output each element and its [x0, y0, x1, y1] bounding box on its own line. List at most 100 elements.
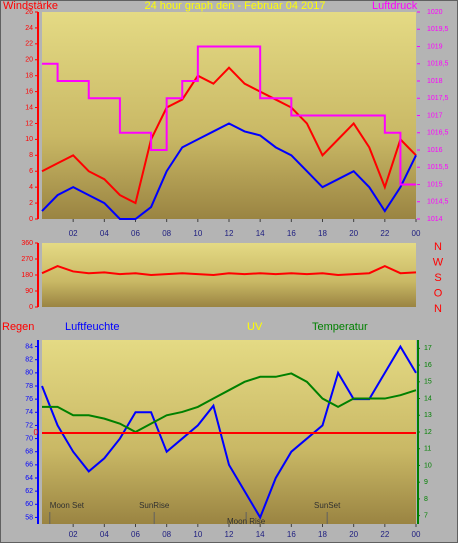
- y-tick-label: 14: [25, 104, 33, 111]
- series-line: [42, 45, 416, 186]
- rain-tick-label: 0: [34, 428, 39, 437]
- y-tick-label: 12: [25, 120, 33, 127]
- y-tick-label: 0: [29, 216, 33, 223]
- x-tick-label: 14: [256, 530, 265, 539]
- y2-tick-label: 7: [424, 512, 428, 519]
- x-tick-label: 22: [380, 229, 389, 238]
- y2-tick-label: 1018: [427, 78, 443, 85]
- x-tick-label: 04: [100, 530, 109, 539]
- x-tick-label: 08: [162, 530, 171, 539]
- y-tick-label: 20: [25, 57, 33, 64]
- y2-tick-label: 1015: [427, 181, 443, 188]
- plot-area: [42, 243, 416, 307]
- y2-tick-label: 15: [424, 379, 432, 386]
- y2-tick-label: 17: [424, 345, 432, 352]
- y-tick-label: 22: [25, 41, 33, 48]
- x-tick-label: 00: [412, 530, 421, 539]
- x-tick-label: 00: [412, 229, 421, 238]
- annotation: SunSet: [314, 501, 341, 510]
- x-tick-label: 16: [287, 229, 296, 238]
- y-tick-label: 270: [21, 256, 33, 263]
- y-tick-label: 10: [25, 136, 33, 143]
- x-tick-label: 04: [100, 229, 109, 238]
- y-tick-label: 6: [29, 168, 33, 175]
- y2-tick-label: 12: [424, 429, 432, 436]
- y-tick-label: 80: [25, 370, 33, 377]
- y-tick-label: 82: [25, 357, 33, 364]
- x-tick-label: 06: [131, 530, 140, 539]
- y2-axis-title: Temperatur: [312, 321, 368, 333]
- x-tick-label: 14: [256, 229, 265, 238]
- y-tick-label: 8: [29, 152, 33, 159]
- y2-tick-label: 1019,5: [427, 26, 449, 33]
- y2-tick-label: 1020: [427, 9, 443, 16]
- x-tick-label: 20: [349, 530, 358, 539]
- x-tick-label: 12: [225, 229, 234, 238]
- x-tick-label: 18: [318, 229, 327, 238]
- y-tick-label: 26: [25, 9, 33, 16]
- y2-tick-label: 1016,5: [427, 130, 449, 137]
- x-tick-label: 06: [131, 229, 140, 238]
- y-axis-title: Windstärke: [3, 0, 58, 12]
- y-tick-label: 74: [25, 409, 33, 416]
- y-tick-label: 64: [25, 475, 33, 482]
- y2-tick-label: 1017: [427, 112, 443, 119]
- y-tick-label: 72: [25, 422, 33, 429]
- y2-tick-label: 9: [424, 479, 428, 486]
- y-tick-label: 84: [25, 343, 33, 350]
- y-tick-label: 16: [25, 88, 33, 95]
- y2-tick-label: 1014,5: [427, 199, 449, 206]
- y-tick-label: 66: [25, 462, 33, 469]
- y2-tick-label: 1019: [427, 43, 443, 50]
- uv-title: UV: [247, 321, 263, 333]
- y-tick-label: 24: [25, 25, 33, 32]
- y2-tick-label: 14: [424, 395, 432, 402]
- y2-tick-label: 1016: [427, 147, 443, 154]
- chart-title: 24 hour graph den - Februar 04 2017: [144, 0, 325, 12]
- compass-label: O: [434, 287, 443, 299]
- x-tick-label: 22: [380, 530, 389, 539]
- y-tick-label: 90: [25, 288, 33, 295]
- x-tick-label: 10: [193, 530, 202, 539]
- x-tick-label: 10: [193, 229, 202, 238]
- y-tick-label: 180: [21, 272, 33, 279]
- y-tick-label: 62: [25, 488, 33, 495]
- x-tick-label: 20: [349, 229, 358, 238]
- y-tick-label: 60: [25, 501, 33, 508]
- annotation: Moon Rise: [227, 517, 266, 526]
- series-line: [41, 265, 417, 277]
- y-tick-label: 0: [29, 304, 33, 311]
- y-tick-label: 68: [25, 449, 33, 456]
- rain-title: Regen: [2, 321, 34, 333]
- compass-label: S: [434, 272, 441, 284]
- annotation: SunRise: [139, 501, 170, 510]
- x-tick-label: 16: [287, 530, 296, 539]
- series-line: [42, 372, 417, 434]
- y2-tick-label: 8: [424, 496, 428, 503]
- y2-tick-label: 10: [424, 462, 432, 469]
- y-tick-label: 58: [25, 514, 33, 521]
- y-tick-label: 70: [25, 435, 33, 442]
- compass-label: N: [434, 241, 442, 253]
- x-tick-label: 08: [162, 229, 171, 238]
- y2-tick-label: 1018,5: [427, 61, 449, 68]
- y2-tick-label: 1015,5: [427, 164, 449, 171]
- x-tick-label: 18: [318, 530, 327, 539]
- x-tick-label: 12: [225, 530, 234, 539]
- y2-tick-label: 11: [424, 446, 431, 453]
- series-line: [41, 66, 417, 205]
- y2-tick-label: 13: [424, 412, 432, 419]
- series-line: [41, 122, 417, 220]
- y-tick-label: 2: [29, 200, 33, 207]
- y-tick-label: 78: [25, 383, 33, 390]
- y2-tick-label: 1014: [427, 216, 443, 223]
- y2-axis-title: Luftdruck: [372, 0, 418, 12]
- y-tick-label: 76: [25, 396, 33, 403]
- x-tick-label: 02: [69, 229, 78, 238]
- y-tick-label: 18: [25, 73, 33, 80]
- y2-tick-label: 1017,5: [427, 95, 449, 102]
- compass-label: W: [433, 256, 444, 268]
- y-tick-label: 360: [21, 240, 33, 247]
